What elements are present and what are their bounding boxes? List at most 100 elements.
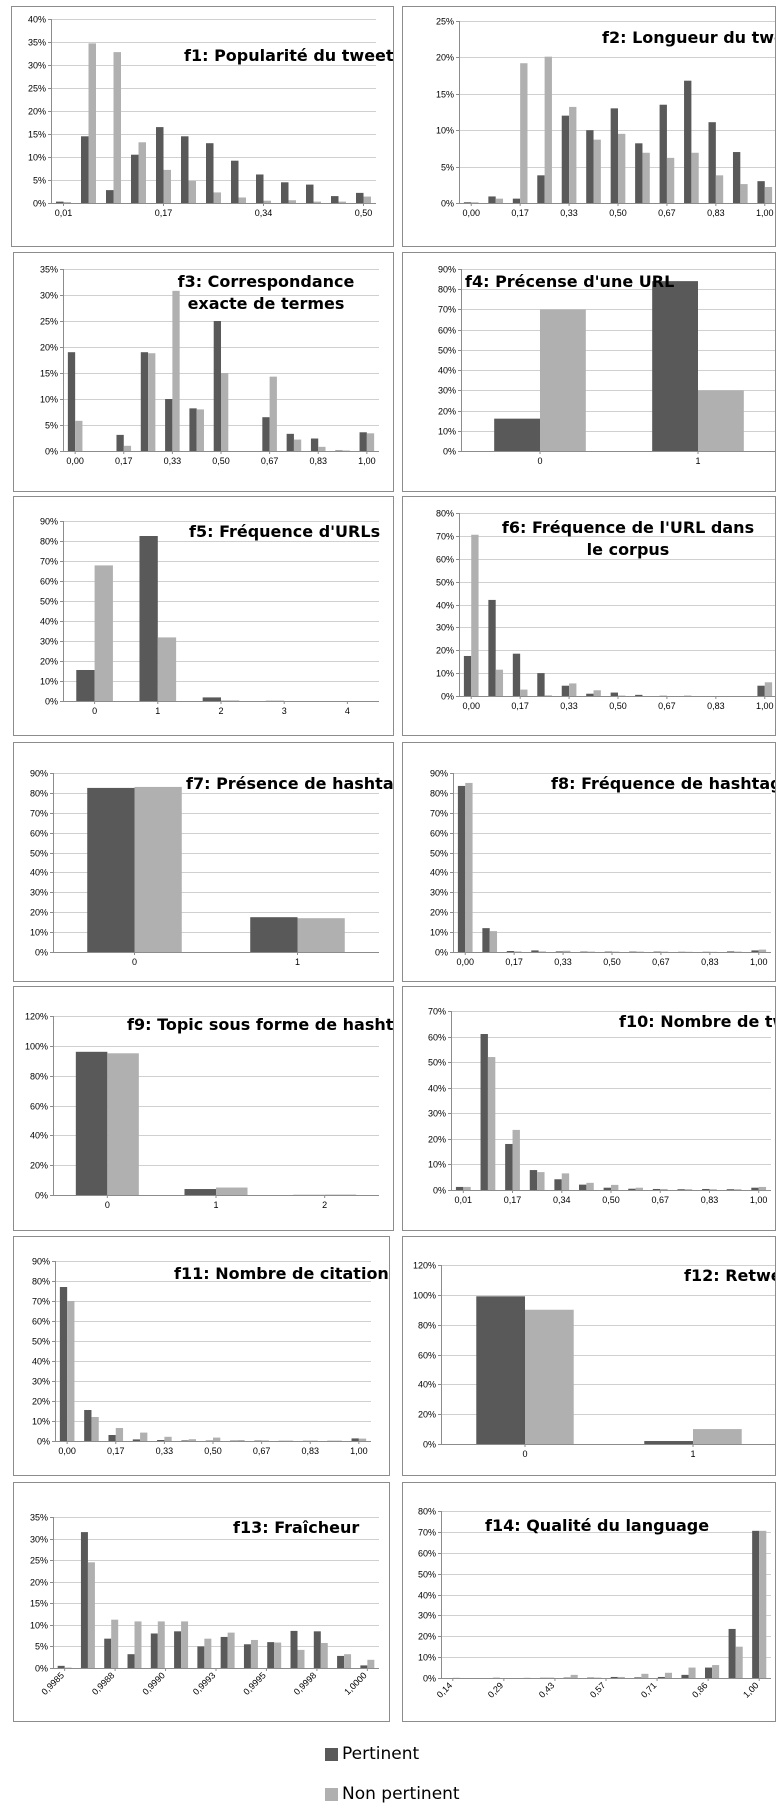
y-tick-label: 70% xyxy=(30,809,48,819)
bar-pertinent xyxy=(174,1631,181,1668)
bar-pertinent xyxy=(458,786,465,952)
y-tick-label: 20% xyxy=(30,908,48,918)
chart-title-f10: f10: Nombre de tweets xyxy=(619,1011,776,1033)
bar-non-pertinent xyxy=(114,52,122,203)
y-tick-label: 40% xyxy=(436,601,454,611)
bar-pertinent xyxy=(513,654,520,696)
bar-pertinent xyxy=(360,1665,367,1668)
bar-pertinent xyxy=(128,1654,135,1668)
bar-pertinent xyxy=(181,136,189,203)
bar-non-pertinent xyxy=(641,1674,648,1678)
chart-title-f13: f13: Fraîcheur xyxy=(233,1517,359,1539)
y-tick-label: 50% xyxy=(418,1570,436,1580)
bar-pertinent xyxy=(729,1629,736,1678)
bar-pertinent xyxy=(611,1677,618,1678)
bar-non-pertinent xyxy=(736,1647,743,1678)
legend-item-non-pertinent: Non pertinent xyxy=(325,1784,460,1804)
y-tick-label: 0% xyxy=(35,948,48,958)
bar-non-pertinent xyxy=(513,1130,520,1190)
bar-pertinent xyxy=(81,136,89,203)
bar-non-pertinent xyxy=(712,1665,719,1678)
bar-pertinent xyxy=(131,155,139,203)
bar-pertinent xyxy=(727,951,734,952)
bar-non-pertinent xyxy=(237,1440,244,1441)
y-tick-label: 0% xyxy=(35,1664,48,1674)
bar-non-pertinent xyxy=(135,787,182,952)
y-tick-label: 60% xyxy=(32,1317,50,1327)
bar-pertinent xyxy=(244,1644,251,1668)
bar-non-pertinent xyxy=(586,1183,593,1190)
x-tick-label: 0,83 xyxy=(701,957,719,967)
y-tick-label: 5% xyxy=(441,163,454,173)
bar-non-pertinent xyxy=(691,153,698,203)
bar-non-pertinent xyxy=(569,107,576,203)
bar-pertinent xyxy=(250,917,297,952)
bar-non-pertinent xyxy=(139,142,147,203)
x-tick-label: 0,50 xyxy=(204,1446,222,1456)
bar-pertinent xyxy=(141,352,148,451)
bar-pertinent xyxy=(611,108,618,203)
y-tick-label: 0% xyxy=(441,199,454,209)
bar-pertinent xyxy=(644,1441,693,1444)
x-tick-label: 0,17 xyxy=(511,208,529,218)
y-tick-label: 35% xyxy=(28,38,46,48)
bar-pertinent xyxy=(139,536,157,701)
x-tick-label: 1 xyxy=(155,706,160,716)
bar-non-pertinent xyxy=(321,1643,328,1668)
bar-pertinent xyxy=(291,1631,298,1668)
chart-title-f14: f14: Qualité du language xyxy=(485,1515,709,1537)
y-tick-label: 30% xyxy=(438,386,456,396)
bar-non-pertinent xyxy=(140,1433,147,1441)
y-tick-label: 0% xyxy=(443,447,456,457)
x-tick-label: 0,9990 xyxy=(140,1670,167,1697)
y-tick-label: 30% xyxy=(28,61,46,71)
bar-pertinent xyxy=(476,1296,525,1444)
x-tick-label: 0,67 xyxy=(652,957,670,967)
bar-non-pertinent xyxy=(537,1172,544,1190)
y-tick-label: 5% xyxy=(35,1642,48,1652)
y-tick-label: 25% xyxy=(40,317,58,327)
y-tick-label: 20% xyxy=(438,407,456,417)
x-tick-label: 1,00 xyxy=(750,957,768,967)
x-tick-label: 0,14 xyxy=(435,1680,454,1699)
bar-pertinent xyxy=(331,196,339,203)
bar-pertinent xyxy=(151,1633,158,1668)
bar-pertinent xyxy=(628,1189,635,1190)
bar-pertinent xyxy=(681,1675,688,1678)
bar-pertinent xyxy=(106,190,114,203)
bar-non-pertinent xyxy=(465,783,472,952)
bar-non-pertinent xyxy=(520,690,527,696)
bar-non-pertinent xyxy=(228,1633,235,1668)
x-tick-label: 0,33 xyxy=(554,957,572,967)
bar-non-pertinent xyxy=(463,1187,470,1190)
y-tick-label: 120% xyxy=(25,1012,48,1022)
x-tick-label: 1,00 xyxy=(756,208,774,218)
y-tick-label: 0% xyxy=(35,1191,48,1201)
bar-pertinent xyxy=(165,399,172,451)
bar-non-pertinent xyxy=(314,202,322,203)
bar-non-pertinent xyxy=(563,951,570,952)
x-tick-label: 0,67 xyxy=(261,456,279,466)
bar-pertinent xyxy=(652,281,698,451)
bar-pertinent xyxy=(206,143,214,203)
y-tick-label: 20% xyxy=(418,1410,436,1420)
y-tick-label: 80% xyxy=(438,285,456,295)
bar-non-pertinent xyxy=(91,1417,98,1441)
bar-pertinent xyxy=(733,152,740,203)
y-tick-label: 60% xyxy=(436,555,454,565)
y-tick-label: 30% xyxy=(32,1377,50,1387)
bar-non-pertinent xyxy=(618,134,625,203)
bar-non-pertinent xyxy=(709,1189,716,1190)
y-tick-label: 60% xyxy=(438,326,456,336)
y-tick-label: 40% xyxy=(438,366,456,376)
bar-pertinent xyxy=(562,686,569,696)
bar-non-pertinent xyxy=(189,1439,196,1441)
bar-non-pertinent xyxy=(765,682,772,696)
y-tick-label: 70% xyxy=(40,557,58,567)
y-tick-label: 50% xyxy=(428,1058,446,1068)
bar-non-pertinent xyxy=(344,1654,351,1668)
bar-non-pertinent xyxy=(158,637,176,701)
bar-pertinent xyxy=(751,950,758,952)
x-tick-label: 2 xyxy=(218,706,223,716)
